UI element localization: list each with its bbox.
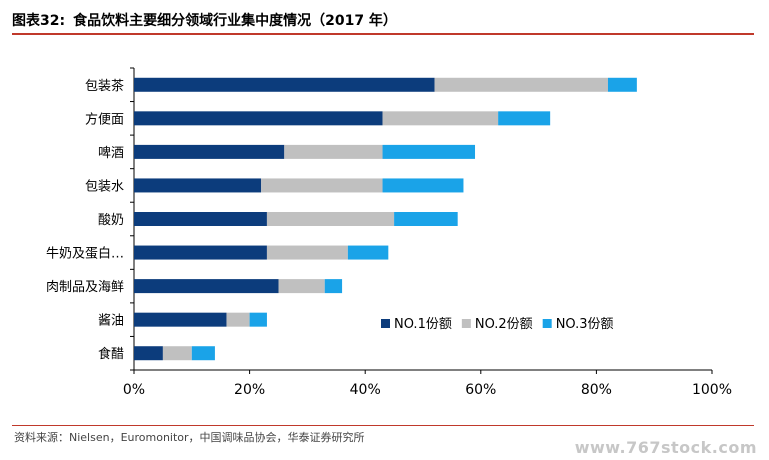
legend-swatch bbox=[381, 319, 390, 328]
bar-segment bbox=[284, 144, 383, 159]
category-label: 酸奶 bbox=[98, 213, 124, 228]
footer-rule bbox=[12, 425, 754, 426]
bar-segment bbox=[324, 279, 343, 294]
bar-segment bbox=[266, 245, 348, 260]
legend-swatch bbox=[461, 319, 471, 328]
category-label: 包装茶 bbox=[85, 78, 124, 94]
bar-segment bbox=[226, 312, 250, 327]
source-note: 资料来源：Nielsen，Euromonitor，中国调味品协会，华泰证券研究所 bbox=[14, 431, 365, 444]
bar-segment bbox=[249, 312, 267, 327]
bar-segment bbox=[134, 111, 383, 126]
bar-segment bbox=[347, 245, 389, 260]
x-tick-label: 60% bbox=[465, 382, 496, 398]
bar-segment bbox=[134, 212, 267, 226]
x-tick-label: 20% bbox=[234, 382, 265, 398]
bar-segment bbox=[382, 111, 499, 126]
bar-segment bbox=[134, 144, 285, 159]
bar-segment bbox=[134, 312, 227, 327]
x-tick-label: 40% bbox=[350, 382, 381, 398]
bar-segment bbox=[394, 212, 458, 226]
legend-label: NO.2份额 bbox=[475, 317, 533, 332]
category-label: 啤酒 bbox=[98, 146, 124, 161]
bar-segment bbox=[261, 178, 383, 193]
legend-label: NO.3份额 bbox=[556, 317, 614, 332]
category-label: 包装水 bbox=[85, 179, 124, 194]
bar-segment bbox=[382, 178, 464, 193]
bar-segment bbox=[134, 346, 163, 361]
category-label: 酱油 bbox=[98, 314, 124, 329]
category-label: 食醋 bbox=[98, 346, 124, 362]
bar-segment bbox=[134, 279, 279, 294]
figure-header: 图表32: 食品饮料主要细分领域行业集中度情况（2017 年） bbox=[12, 8, 754, 34]
bar-segment bbox=[278, 279, 325, 294]
legend-swatch bbox=[542, 319, 552, 328]
legend-label: NO.1份额 bbox=[394, 317, 452, 332]
bar-segment bbox=[191, 346, 215, 361]
bar-segment bbox=[607, 77, 637, 92]
watermark: www.767stock.com bbox=[574, 438, 757, 457]
x-tick-label: 0% bbox=[123, 382, 145, 398]
category-label: 肉制品及海鲜 bbox=[46, 280, 124, 295]
header-rule bbox=[12, 33, 754, 35]
category-label: 牛奶及蛋白… bbox=[46, 246, 124, 262]
x-tick-label: 80% bbox=[581, 382, 612, 398]
bar-segment bbox=[266, 212, 395, 226]
x-tick-label: 100% bbox=[692, 382, 732, 398]
bar-segment bbox=[162, 346, 192, 361]
figure-label: 图表32: bbox=[12, 13, 66, 29]
chart-title: 食品饮料主要细分领域行业集中度情况（2017 年） bbox=[73, 13, 397, 29]
bar-segment bbox=[498, 111, 551, 126]
category-label: 方便面 bbox=[85, 111, 124, 127]
bar-segment bbox=[134, 77, 435, 92]
bar-segment bbox=[382, 144, 476, 159]
bar-segment bbox=[134, 245, 267, 260]
bar-segment bbox=[134, 178, 262, 193]
bar-segment bbox=[434, 77, 608, 92]
